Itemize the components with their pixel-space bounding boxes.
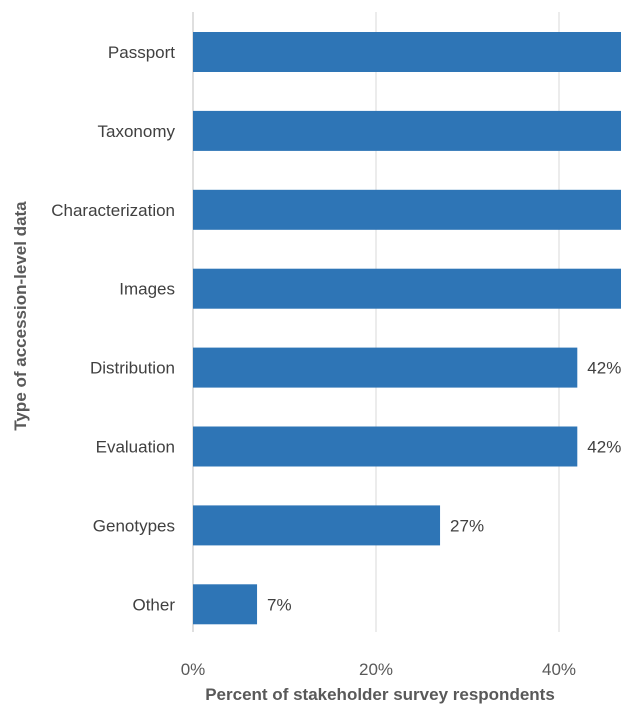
bar-passport [193, 32, 621, 72]
bar-taxonomy [193, 110, 621, 151]
bar-images [193, 268, 621, 309]
category-label: Images [119, 280, 175, 299]
value-label: 42% [587, 438, 621, 457]
x-tick-labels: 0%20%40%60%80% [181, 660, 576, 679]
bar-characterization [193, 189, 621, 230]
bar-evaluation [193, 426, 578, 467]
x-axis-title: Percent of stakeholder survey respondent… [205, 685, 555, 704]
x-tick-label: 40% [542, 660, 576, 679]
x-tick-label: 20% [359, 660, 393, 679]
x-tick-label: 0% [181, 660, 206, 679]
bar-genotypes [193, 505, 441, 546]
value-label: 7% [267, 595, 292, 614]
bars [193, 32, 621, 625]
category-label: Characterization [51, 201, 175, 220]
category-labels: Passport Taxonomy Characterization Images Di… [51, 43, 175, 614]
value-label: 42% [587, 359, 621, 378]
category-label: Taxonomy [98, 122, 176, 141]
category-label: Other [132, 595, 175, 614]
category-label: Genotypes [93, 516, 175, 535]
category-label: Distribution [90, 359, 175, 378]
bar-other [193, 584, 258, 625]
category-label: Evaluation [96, 438, 175, 457]
value-label: 27% [450, 516, 484, 535]
category-label: Passport [108, 43, 175, 62]
value-labels: 83%73%59%51%42%42%27%7% [267, 359, 621, 615]
y-axis-title: Type of accession-level data [11, 201, 30, 431]
bar-distribution [193, 347, 578, 388]
